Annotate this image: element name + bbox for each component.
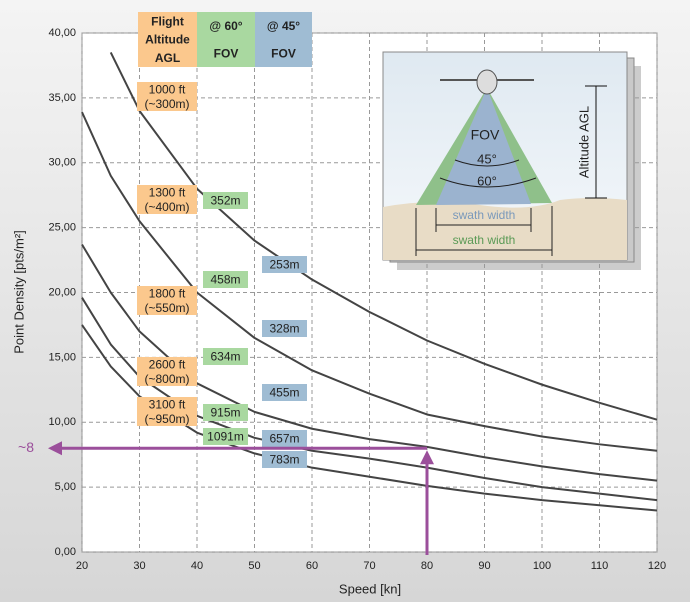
altitude-label-box: [137, 286, 197, 315]
swath60-label: 352m: [210, 194, 240, 208]
annotation-arrow-head: [48, 441, 62, 456]
swath45-label: 328m: [269, 322, 299, 336]
x-tick-label: 40: [191, 560, 203, 572]
header-fov45: @ 45°: [267, 19, 300, 33]
x-tick-label: 80: [421, 560, 433, 572]
curve: [81, 297, 658, 502]
altitude-label: 1800 ft: [149, 286, 186, 300]
y-tick-label: 5,00: [55, 481, 76, 493]
swath45-label-box: [262, 430, 307, 447]
swath60-label-box: [203, 428, 248, 445]
header-fov60-box: [197, 12, 255, 67]
swath60-label-box: [203, 404, 248, 421]
y-tick-label: 35,00: [48, 92, 76, 104]
altitude-label-box: [137, 357, 197, 386]
curve: [81, 243, 658, 482]
y-tick-label: 30,00: [48, 157, 76, 169]
x-tick-label: 120: [648, 560, 666, 572]
altitude-label: (~400m): [144, 200, 189, 214]
swath45-label: 253m: [269, 258, 299, 272]
x-tick-label: 70: [363, 560, 375, 572]
altitude-label: (~800m): [144, 372, 189, 386]
swath45-label-box: [262, 320, 307, 337]
annotation-label: ~8: [18, 439, 34, 455]
y-tick-label: 10,00: [48, 416, 76, 428]
altitude-label: 2600 ft: [149, 357, 186, 371]
x-tick-label: 100: [533, 560, 551, 572]
inset-angle-60: 60°: [477, 173, 497, 188]
altitude-label: 1300 ft: [149, 185, 186, 199]
header-altitude-box: [138, 12, 197, 67]
y-tick-label: 15,00: [48, 351, 76, 363]
altitude-label-box: [137, 397, 197, 426]
altitude-label: (~300m): [144, 97, 189, 111]
x-tick-label: 60: [306, 560, 318, 572]
x-tick-label: 90: [478, 560, 490, 572]
inset-fov: FOV: [471, 127, 500, 143]
header-fov60: FOV: [214, 46, 239, 60]
header-altitude: Altitude: [145, 33, 190, 47]
altitude-label-box: [137, 185, 197, 214]
swath45-label-box: [262, 451, 307, 468]
swath45-label-box: [262, 384, 307, 401]
y-tick-label: 25,00: [48, 222, 76, 234]
y-axis-label: Point Density [pts/m²]: [11, 230, 26, 354]
swath60-label-box: [203, 192, 248, 209]
annotation-arrow-head: [420, 450, 434, 465]
altitude-label: (~550m): [144, 301, 189, 315]
inset-swath-45: swath width: [453, 208, 516, 222]
swath60-label: 915m: [210, 406, 240, 420]
inset-angle-45: 45°: [477, 151, 497, 166]
header-altitude: Flight: [151, 14, 184, 28]
header-fov45: FOV: [271, 46, 296, 60]
x-tick-label: 20: [76, 560, 88, 572]
swath60-label: 634m: [210, 350, 240, 364]
x-tick-label: 30: [133, 560, 145, 572]
swath60-label: 1091m: [207, 430, 244, 444]
inset-diagram: FOV 45° 60° Altitude AGL swath width swa…: [382, 51, 641, 270]
header-fov45-box: [255, 12, 312, 67]
swath45-label-box: [262, 256, 307, 273]
inset-altitude: Altitude AGL: [576, 106, 591, 178]
x-tick-label: 110: [591, 560, 609, 572]
swath45-label: 657m: [269, 432, 299, 446]
altitude-label: 1000 ft: [149, 82, 186, 96]
header-altitude: AGL: [155, 51, 180, 65]
header-fov60: @ 60°: [209, 19, 242, 33]
swath45-label: 455m: [269, 386, 299, 400]
y-tick-label: 40,00: [48, 27, 76, 39]
swath60-label: 458m: [210, 273, 240, 287]
altitude-label: 3100 ft: [149, 397, 186, 411]
curve: [81, 111, 658, 452]
inset-swath-60: swath width: [453, 233, 516, 247]
x-axis-label: Speed [kn]: [339, 581, 401, 596]
y-tick-label: 20,00: [48, 286, 76, 298]
curve: [81, 324, 658, 512]
y-tick-label: 0,00: [55, 546, 76, 558]
altitude-label-box: [137, 82, 197, 111]
altitude-label: (~950m): [144, 412, 189, 426]
swath60-label-box: [203, 348, 248, 365]
swath60-label-box: [203, 271, 248, 288]
x-tick-label: 50: [248, 560, 260, 572]
curve: [109, 52, 658, 421]
swath45-label: 783m: [269, 453, 299, 467]
